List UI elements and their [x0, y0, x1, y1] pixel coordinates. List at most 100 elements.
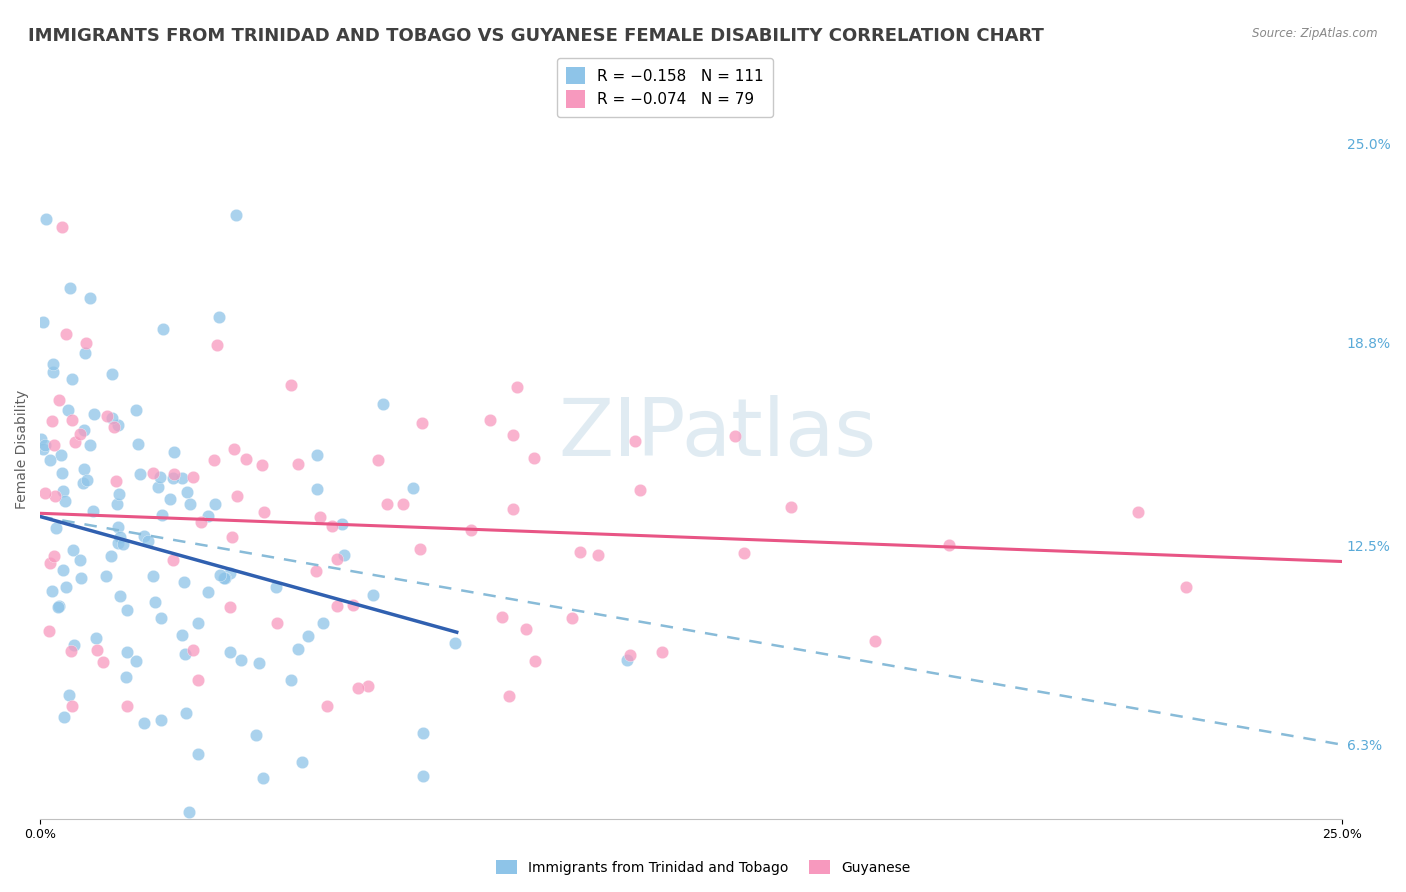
Point: [330, 517, 353, 532]
Text: ZIPatlas: ZIPatlas: [558, 395, 876, 474]
Point: [83, 407, 105, 421]
Point: [651, 645, 673, 659]
Point: [152, 321, 174, 335]
Point: [58, 403, 80, 417]
Point: [491, 609, 513, 624]
Point: [38, 624, 60, 639]
Point: [44, 489, 66, 503]
Text: Source: ZipAtlas.com: Source: ZipAtlas.com: [1253, 27, 1378, 40]
Point: [101, 411, 124, 425]
Point: [326, 599, 349, 614]
Point: [63, 435, 86, 450]
Point: [143, 595, 166, 609]
Point: [208, 310, 231, 324]
Point: [412, 769, 434, 783]
Point: [214, 571, 236, 585]
Point: [44, 521, 66, 535]
Point: [173, 574, 195, 589]
Point: [264, 580, 287, 594]
Point: [46, 600, 69, 615]
Point: [75, 335, 97, 350]
Point: [125, 654, 148, 668]
Point: [52, 709, 75, 723]
Point: [52, 484, 75, 499]
Point: [498, 689, 520, 703]
Point: [219, 599, 242, 614]
Point: [42, 358, 65, 372]
Point: [780, 500, 803, 515]
Point: [125, 403, 148, 417]
Point: [280, 378, 302, 392]
Point: [181, 643, 204, 657]
Point: [41, 583, 63, 598]
Point: [247, 656, 270, 670]
Point: [1126, 505, 1149, 519]
Point: [60, 372, 83, 386]
Point: [250, 458, 273, 472]
Point: [108, 589, 131, 603]
Point: [179, 805, 201, 820]
Point: [30, 432, 52, 446]
Point: [82, 504, 104, 518]
Point: [32, 315, 55, 329]
Point: [342, 598, 364, 612]
Point: [502, 428, 524, 442]
Point: [412, 726, 434, 740]
Point: [150, 508, 173, 523]
Point: [42, 438, 65, 452]
Point: [569, 544, 592, 558]
Point: [221, 530, 243, 544]
Point: [159, 491, 181, 506]
Point: [69, 426, 91, 441]
Point: [392, 497, 415, 511]
Point: [105, 475, 128, 489]
Point: [266, 615, 288, 630]
Point: [55, 327, 77, 342]
Point: [107, 417, 129, 432]
Point: [108, 487, 131, 501]
Point: [72, 475, 94, 490]
Point: [63, 638, 86, 652]
Point: [132, 529, 155, 543]
Point: [170, 470, 193, 484]
Point: [176, 706, 198, 720]
Point: [222, 442, 245, 456]
Point: [179, 497, 201, 511]
Point: [60, 644, 83, 658]
Point: [49, 449, 72, 463]
Legend: R = −0.158   N = 111, R = −0.074   N = 79: R = −0.158 N = 111, R = −0.074 N = 79: [557, 57, 773, 117]
Point: [150, 713, 173, 727]
Point: [1174, 580, 1197, 594]
Point: [181, 470, 204, 484]
Point: [478, 413, 501, 427]
Point: [163, 445, 186, 459]
Point: [127, 436, 149, 450]
Point: [114, 670, 136, 684]
Point: [146, 480, 169, 494]
Point: [52, 563, 75, 577]
Point: [163, 467, 186, 481]
Point: [136, 533, 159, 548]
Point: [115, 699, 138, 714]
Point: [42, 365, 65, 379]
Point: [190, 515, 212, 529]
Point: [76, 474, 98, 488]
Point: [291, 755, 314, 769]
Point: [60, 413, 83, 427]
Point: [333, 548, 356, 562]
Point: [460, 523, 482, 537]
Point: [96, 409, 118, 423]
Point: [305, 565, 328, 579]
Point: [35, 212, 58, 227]
Point: [515, 622, 537, 636]
Point: [357, 679, 380, 693]
Point: [409, 541, 432, 556]
Point: [561, 610, 583, 624]
Point: [162, 471, 184, 485]
Point: [287, 641, 309, 656]
Point: [58, 688, 80, 702]
Point: [44, 549, 66, 563]
Point: [628, 483, 651, 497]
Point: [112, 537, 135, 551]
Point: [624, 434, 647, 449]
